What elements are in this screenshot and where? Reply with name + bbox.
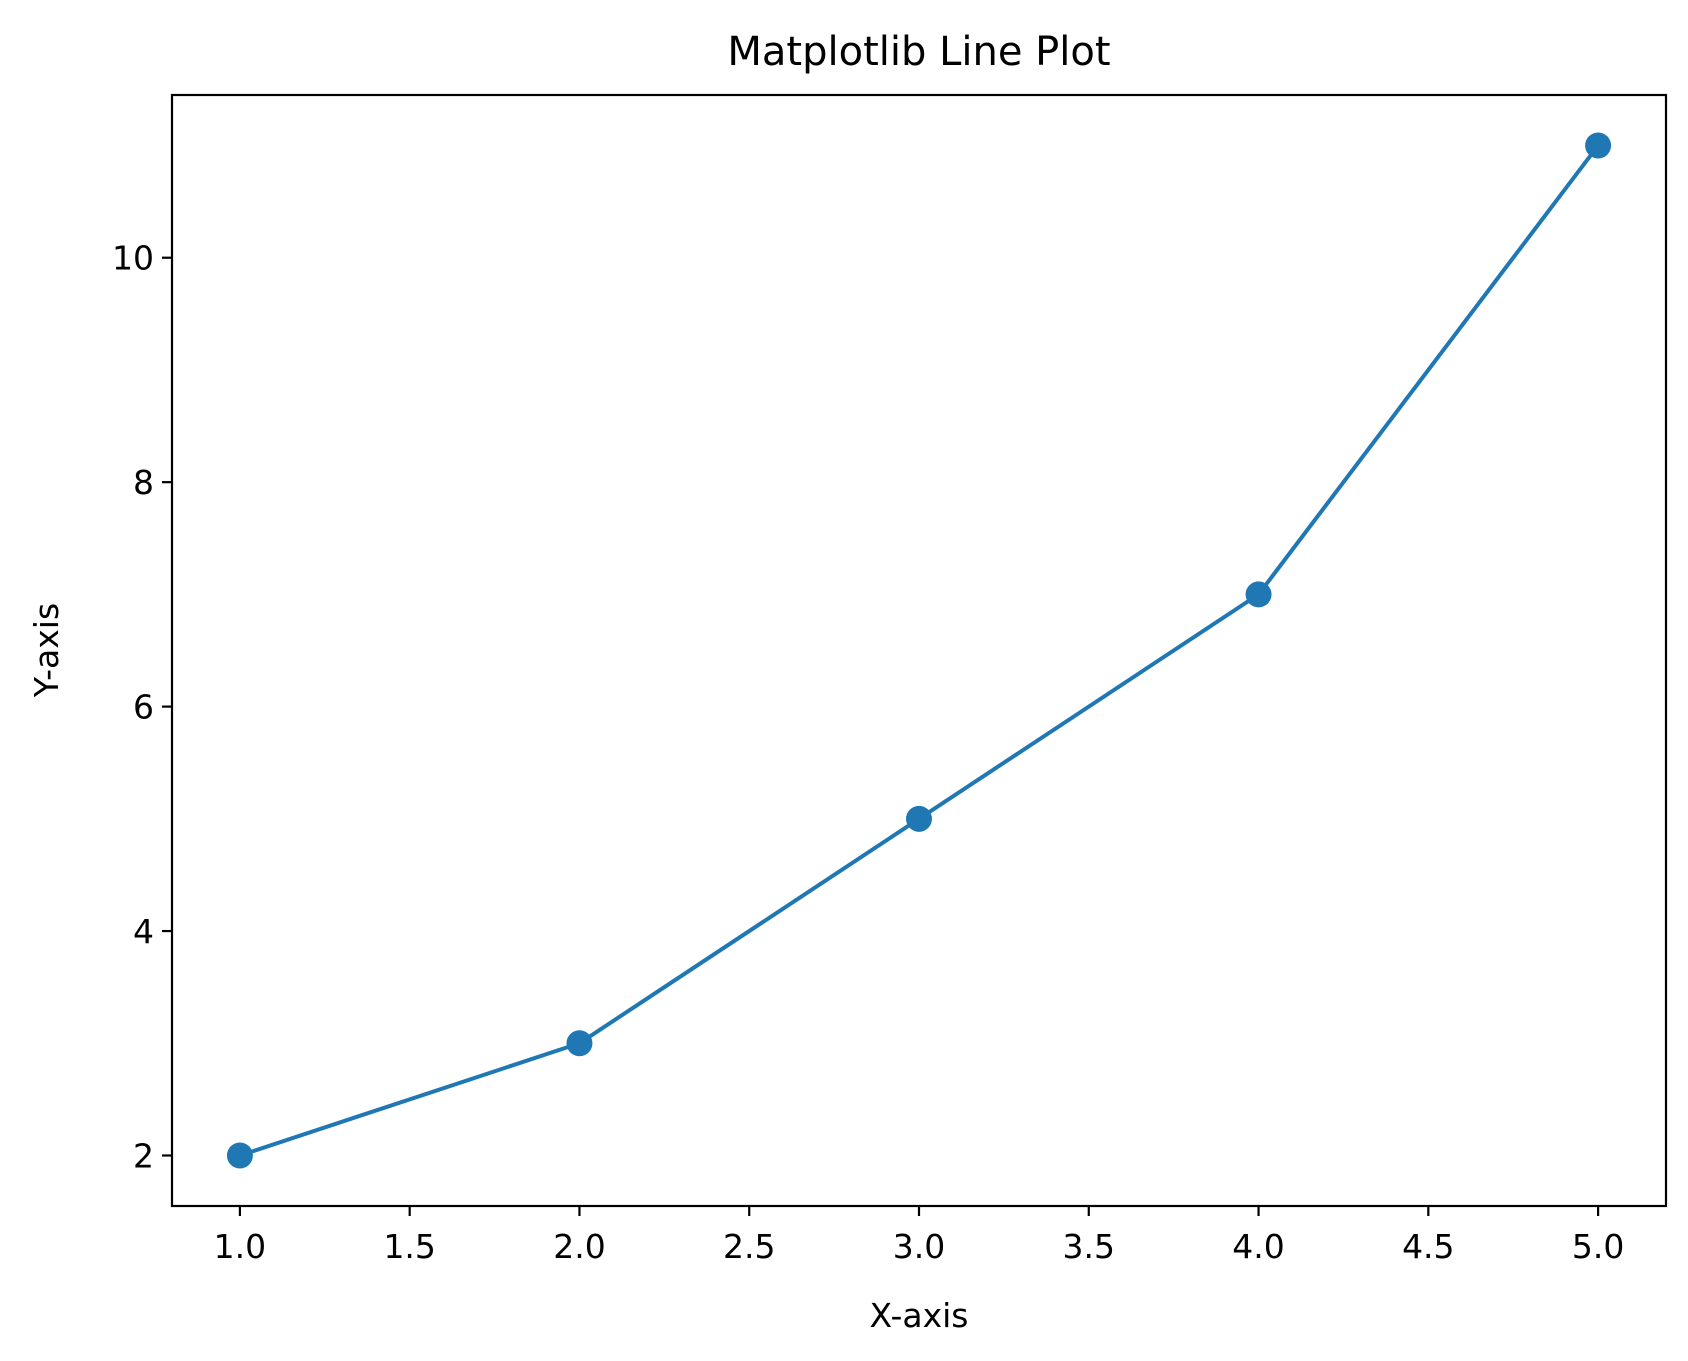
y-axis-label: Y-axis — [27, 603, 66, 698]
data-point-marker — [226, 1142, 253, 1169]
x-tick-label: 2.0 — [553, 1227, 605, 1266]
y-tick-label: 2 — [133, 1137, 154, 1176]
x-tick-label: 4.5 — [1402, 1227, 1454, 1266]
series-layer — [226, 132, 1612, 1169]
x-tick-label: 1.0 — [214, 1227, 266, 1266]
chart-title: Matplotlib Line Plot — [727, 29, 1110, 75]
y-axis-ticks: 2 4 6 8 10 — [112, 239, 172, 1176]
x-tick-label: 2.5 — [723, 1227, 775, 1266]
x-axis-ticks: 1.0 1.5 2.0 2.5 3.0 3.5 4.0 4.5 5.0 — [214, 1206, 1624, 1266]
x-axis-label: X-axis — [870, 1296, 969, 1335]
x-tick-label: 4.0 — [1232, 1227, 1284, 1266]
data-point-marker — [906, 805, 932, 832]
y-tick-label: 10 — [112, 239, 154, 278]
x-tick-label: 5.0 — [1572, 1227, 1624, 1266]
x-tick-label: 1.5 — [383, 1227, 435, 1266]
data-point-marker — [1245, 581, 1272, 608]
y-tick-label: 8 — [133, 463, 154, 502]
data-point-marker — [1585, 132, 1612, 159]
x-tick-label: 3.0 — [893, 1227, 945, 1266]
y-tick-label: 4 — [133, 912, 154, 951]
x-tick-label: 3.5 — [1063, 1227, 1115, 1266]
data-point-marker — [566, 1030, 593, 1057]
y-tick-label: 6 — [133, 688, 154, 727]
